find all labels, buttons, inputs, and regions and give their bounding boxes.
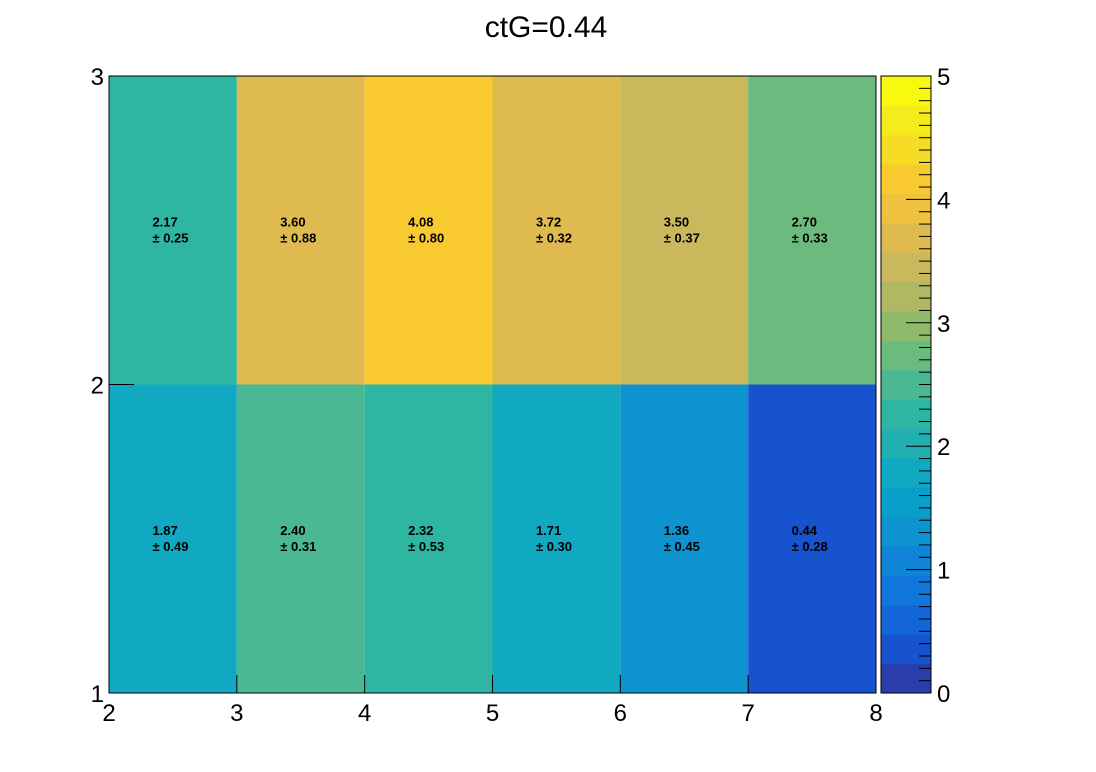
x-tick-label: 5 [486, 700, 499, 727]
color-scale-swatch [881, 399, 931, 430]
heatmap-cell [620, 384, 749, 693]
x-tick-label: 4 [358, 700, 371, 727]
color-scale-swatch [881, 575, 931, 606]
heatmap-cell [364, 76, 493, 385]
color-scale-swatch [881, 340, 931, 371]
color-scale-swatch [881, 487, 931, 518]
heatmap-cell [236, 76, 365, 385]
cell-error-label: ± 0.37 [664, 230, 700, 245]
heatmap-cell [620, 76, 749, 385]
cell-value-label: 3.60 [280, 214, 305, 229]
color-scale-swatch [881, 604, 931, 635]
cell-value-label: 1.87 [152, 523, 177, 538]
x-tick-label: 7 [741, 700, 754, 727]
cell-error-label: ± 0.88 [280, 230, 316, 245]
x-tick-label: 2 [102, 700, 115, 727]
cell-error-label: ± 0.32 [536, 230, 572, 245]
cell-error-label: ± 0.25 [152, 230, 188, 245]
cell-error-label: ± 0.49 [152, 539, 188, 554]
color-scale: 0 1 2 3 4 5 [880, 64, 950, 708]
heatmap-cell [364, 384, 493, 693]
chart-title: ctG=0.44 [485, 11, 608, 44]
y-tick-label: 2 [91, 373, 104, 400]
heatmap-cell [748, 384, 876, 693]
cell-error-label: ± 0.30 [536, 539, 572, 554]
color-scale-tick-label: 3 [937, 311, 950, 338]
color-scale-tick-label: 0 [937, 681, 950, 708]
x-tick-label: 6 [614, 700, 627, 727]
color-scale-swatch [881, 193, 931, 224]
cell-value-label: 4.08 [408, 214, 433, 229]
color-scale-swatch [881, 546, 931, 576]
color-scale-tick-label: 1 [937, 558, 950, 585]
heatmap-cell [748, 76, 876, 385]
heatmap-cell [236, 384, 365, 693]
cell-value-label: 0.44 [792, 523, 818, 538]
cell-error-label: ± 0.80 [408, 230, 444, 245]
x-tick-label: 8 [869, 700, 882, 727]
color-scale-tick-label: 4 [937, 187, 950, 214]
color-scale-swatch [881, 281, 931, 312]
cell-value-label: 3.50 [664, 214, 689, 229]
cell-error-label: ± 0.31 [280, 539, 316, 554]
heatmap-cell [109, 384, 237, 693]
cell-value-label: 2.40 [280, 523, 305, 538]
color-scale-swatch [881, 634, 931, 665]
x-tick-label: 3 [230, 700, 243, 727]
heatmap-cell [492, 384, 621, 693]
cell-error-label: ± 0.28 [792, 539, 828, 554]
heatmap-cell [492, 76, 621, 385]
cell-error-label: ± 0.53 [408, 539, 444, 554]
cell-value-label: 2.32 [408, 523, 433, 538]
color-scale-swatch [881, 76, 931, 106]
cell-value-label: 1.71 [536, 523, 561, 538]
heatmap-cell [109, 76, 237, 385]
color-scale-tick-label: 2 [937, 434, 950, 461]
color-scale-swatch [881, 164, 931, 195]
color-scale-tick-label: 5 [937, 64, 950, 91]
cell-value-label: 2.70 [792, 214, 817, 229]
cell-error-label: ± 0.33 [792, 230, 828, 245]
color-scale-swatch [881, 252, 931, 283]
color-scale-swatch [881, 311, 931, 341]
cell-error-label: ± 0.45 [664, 539, 700, 554]
y-tick-label: 1 [91, 681, 104, 708]
cell-value-label: 3.72 [536, 214, 561, 229]
color-scale-swatch [881, 105, 931, 136]
cell-value-label: 1.36 [664, 523, 689, 538]
heatmap-cells: 1.87± 0.49 2.40± 0.31 2.32± 0.53 1.71± 0.30… [109, 76, 876, 693]
cell-value-label: 2.17 [152, 214, 177, 229]
y-tick-label: 3 [91, 64, 104, 91]
color-scale-swatch [881, 222, 931, 253]
color-scale-swatch [881, 428, 931, 459]
color-scale-swatch [881, 516, 931, 547]
